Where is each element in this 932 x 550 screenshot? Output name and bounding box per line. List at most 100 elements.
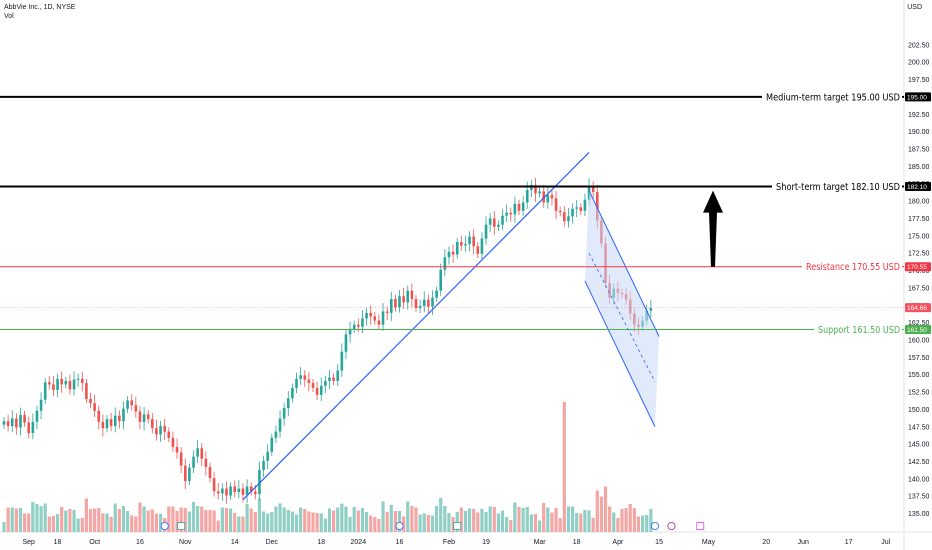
volume-bar: [27, 513, 31, 532]
volume-bar: [558, 518, 562, 532]
volume-bar: [105, 513, 109, 532]
volume-bar: [249, 508, 253, 532]
volume-bar: [315, 513, 319, 532]
volume-bar: [109, 517, 113, 532]
volume-bar: [348, 517, 352, 532]
volume-bar: [529, 514, 533, 532]
volume-bar: [542, 503, 546, 532]
candle-body: [303, 375, 307, 380]
candle-body: [225, 488, 228, 496]
volume-bar: [410, 506, 414, 532]
volume-bar: [484, 512, 488, 532]
candle-body: [521, 202, 525, 211]
volume-bar: [212, 510, 216, 532]
up-arrow-icon: [703, 190, 723, 267]
volume-bar: [299, 507, 303, 532]
chart-title: AbbVie Inc., 1D, NYSE: [4, 4, 76, 11]
volume-bar: [332, 510, 336, 532]
candle-body: [56, 378, 59, 390]
candle-body: [530, 185, 533, 190]
candle-body: [579, 207, 583, 211]
candle-body: [365, 312, 368, 319]
dividend-marker: [395, 522, 404, 531]
volume-bar: [43, 503, 47, 532]
volume-bar: [101, 513, 105, 532]
candle-body: [571, 208, 574, 217]
candle-body: [278, 418, 282, 432]
candle-body: [455, 242, 459, 255]
volume-bar: [566, 506, 571, 532]
x-tick-label: May: [702, 539, 716, 546]
candle-body: [558, 210, 562, 213]
x-tick-label: 14: [231, 539, 239, 546]
candle-body: [245, 486, 249, 495]
y-tick-label: 185.00: [908, 164, 930, 171]
candle-body: [340, 351, 344, 371]
candle-body: [563, 212, 566, 222]
volume-bar: [455, 512, 459, 532]
candle-body: [221, 488, 224, 494]
volume-bar: [117, 509, 121, 532]
volume-bar: [294, 514, 299, 532]
candle-body: [39, 399, 43, 411]
y-tick-label: 162.50: [908, 320, 930, 327]
support-label: Support 161.50 USD: [818, 325, 900, 336]
candle-body: [324, 380, 327, 386]
candle-body: [179, 452, 183, 466]
volume-bar: [397, 511, 402, 532]
candle-body: [200, 448, 204, 459]
candle-body: [233, 486, 237, 493]
candle-body: [460, 242, 463, 246]
candle-body: [534, 185, 537, 194]
y-tick-label: 155.00: [908, 372, 930, 379]
last-price-tag: [905, 303, 931, 313]
candle-body: [76, 378, 80, 380]
x-tick-label: 20: [762, 539, 770, 546]
candle-body: [385, 311, 389, 313]
volume-bar: [303, 509, 307, 532]
y-tick-label: 147.50: [908, 424, 930, 431]
volume-bar: [266, 513, 270, 532]
x-tick-label: 16: [136, 539, 144, 546]
candle-body: [332, 377, 335, 381]
volume-bar: [587, 510, 591, 532]
candle-body: [35, 410, 39, 422]
y-tick-label: 175.00: [908, 233, 930, 240]
x-tick-label: 16: [396, 539, 404, 546]
candle-body: [204, 458, 208, 468]
volume-bar: [624, 508, 628, 532]
channel-midline: [588, 252, 656, 382]
volume-bar: [426, 515, 430, 532]
candle-body: [188, 467, 191, 481]
candle-body: [468, 236, 471, 245]
earnings-marker: [453, 522, 462, 530]
volume-bar: [175, 511, 179, 532]
volume-bar: [253, 512, 257, 532]
candle-body: [216, 491, 220, 494]
volume-bar: [208, 510, 212, 532]
short-target-tag: [905, 182, 931, 191]
y-tick-label: 187.50: [908, 147, 930, 154]
candle-body: [517, 203, 521, 211]
volume-bar: [93, 508, 97, 532]
y-tick-label: 135.00: [908, 511, 930, 518]
candle-body: [307, 379, 311, 384]
candle-body: [113, 415, 117, 427]
x-tick-label: 17: [845, 539, 853, 546]
candle-body: [435, 290, 438, 298]
volume-bar: [278, 503, 282, 532]
volume-bar: [406, 501, 410, 532]
volume-bar: [579, 513, 583, 532]
candle-body: [480, 238, 484, 254]
candle-body: [377, 320, 381, 325]
candle-body: [406, 290, 410, 303]
volume-bar: [171, 506, 175, 532]
volume-bar: [546, 507, 550, 532]
volume-bar: [480, 509, 484, 532]
y-tick-label: 150.00: [908, 407, 930, 414]
y-tick-label: 170.00: [908, 268, 930, 275]
candle-body: [554, 198, 558, 211]
candle-body: [389, 299, 393, 313]
candle-body: [583, 199, 587, 211]
